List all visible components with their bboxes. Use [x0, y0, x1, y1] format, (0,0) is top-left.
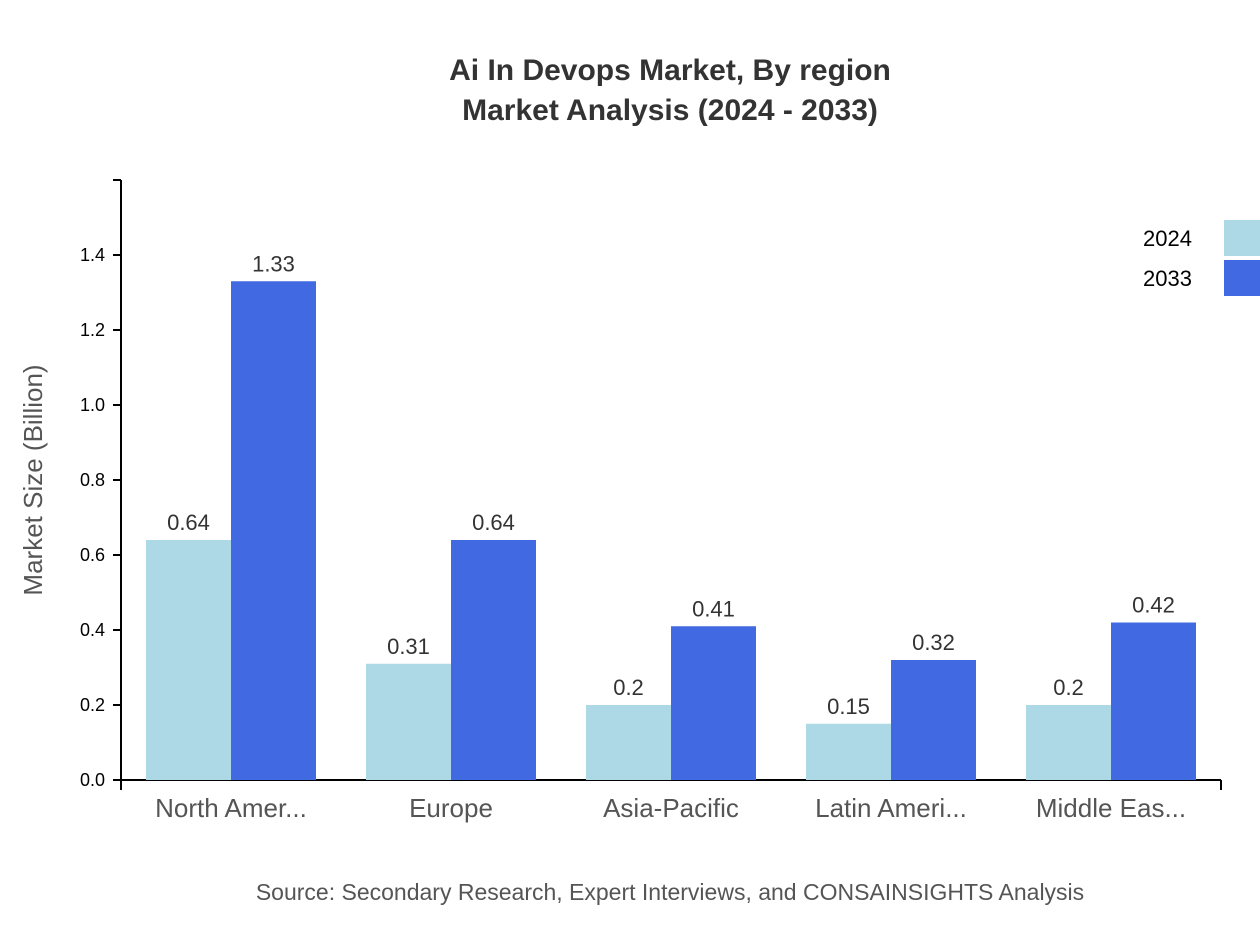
- data-label: 0.15: [827, 694, 870, 719]
- data-label: 0.42: [1132, 593, 1175, 618]
- data-label: 0.2: [1053, 675, 1084, 700]
- chart-subtitle: Market Analysis (2024 - 2033): [462, 94, 878, 127]
- bar-2033: [231, 281, 316, 780]
- y-axis-label: Market Size (Billion): [18, 364, 48, 595]
- bar-2024: [586, 705, 671, 780]
- y-tick-label: 0.0: [80, 770, 105, 790]
- x-tick-label: Middle Eas...: [1036, 793, 1186, 823]
- bar-2024: [1026, 705, 1111, 780]
- y-tick-label: 0.2: [80, 695, 105, 715]
- y-tick-label: 1.2: [80, 320, 105, 340]
- bar-2033: [451, 540, 536, 780]
- data-label: 0.31: [387, 634, 430, 659]
- data-label: 0.64: [472, 510, 515, 535]
- x-tick-label: Latin Ameri...: [815, 793, 967, 823]
- y-tick-label: 0.8: [80, 470, 105, 490]
- data-label: 0.41: [692, 596, 735, 621]
- bar-2024: [146, 540, 231, 780]
- y-tick-label: 1.4: [80, 245, 105, 265]
- bar-2024: [806, 723, 891, 780]
- bar-2033: [891, 660, 976, 780]
- chart-title: Ai In Devops Market, By region: [449, 54, 891, 87]
- y-tick-label: 0.6: [80, 545, 105, 565]
- legend-label: 2033: [1143, 266, 1192, 291]
- data-label: 1.33: [252, 251, 295, 276]
- y-tick-label: 0.4: [80, 620, 105, 640]
- bar-2024: [366, 663, 451, 780]
- x-tick-label: Europe: [409, 793, 493, 823]
- legend-swatch: [1224, 220, 1260, 256]
- bar-2033: [671, 626, 756, 780]
- legend-swatch: [1224, 260, 1260, 296]
- bar-2033: [1111, 622, 1196, 780]
- y-tick-label: 1.0: [80, 395, 105, 415]
- data-label: 0.64: [167, 510, 210, 535]
- data-label: 0.32: [912, 630, 955, 655]
- source-note: Source: Secondary Research, Expert Inter…: [256, 879, 1084, 905]
- x-tick-label: Asia-Pacific: [603, 793, 739, 823]
- legend-label: 2024: [1143, 226, 1192, 251]
- x-tick-label: North Amer...: [155, 793, 307, 823]
- data-label: 0.2: [613, 675, 644, 700]
